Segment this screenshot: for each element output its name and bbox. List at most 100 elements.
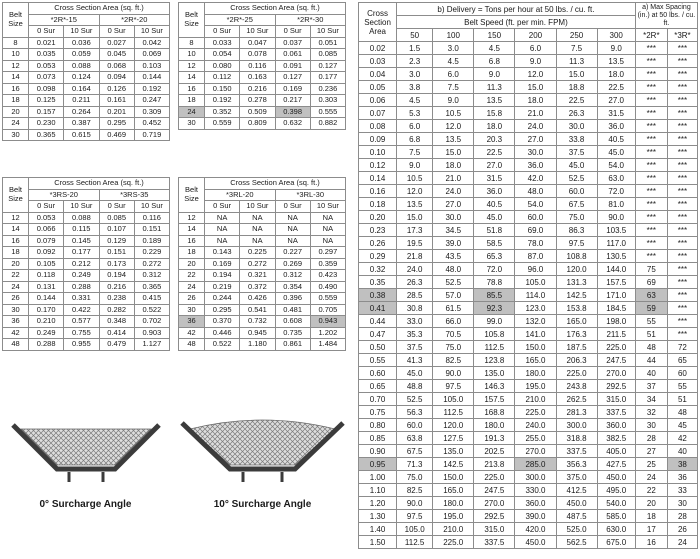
table-row: 0.32 24.0 48.0 72.0 96.0 120.0 144.0 75 *** (357, 262, 699, 277)
speed-col-header: 250 (555, 28, 598, 43)
table-cell: 120.0 (555, 262, 598, 277)
table-cell: *** (666, 314, 699, 329)
table-cell: 112.5 (432, 405, 475, 420)
table-cell: 30.0 (432, 210, 475, 225)
table-cell: 270.0 (514, 444, 557, 459)
table-cell: 0.219 (203, 280, 241, 293)
table-cell: 30 (178, 117, 205, 130)
table-cell: 150.0 (432, 470, 475, 485)
table-cell: 12 (178, 211, 205, 224)
table-cell: *** (666, 106, 699, 121)
table-cell: 405.0 (596, 444, 636, 459)
table-cell: 22.5 (596, 80, 636, 95)
table-cell: 114.0 (514, 288, 557, 303)
table-title: Cross Section Area (sq. ft.) (204, 2, 346, 15)
table-row: 0.60 45.0 90.0 135.0 180.0 225.0 270.0 40 60 (357, 366, 699, 381)
table-cell: 0.882 (309, 117, 347, 130)
table-row: 18 0.125 0.211 0.161 0.247 (2, 94, 171, 107)
table-cell: 198.0 (596, 314, 636, 329)
table-cell: 420.0 (514, 522, 557, 537)
table-cell: 176.3 (555, 327, 598, 342)
table-cell: *** (634, 249, 668, 264)
cross-section-table-3rl: Belt Size Cross Section Area (sq. ft.) *… (178, 177, 347, 351)
table-cell: 337.5 (555, 444, 598, 459)
table-row: 0.08 6.0 12.0 18.0 24.0 30.0 36.0 *** *** (357, 119, 699, 134)
table-cell: 8 (2, 36, 29, 49)
table-cell: 24.0 (514, 119, 557, 134)
delivery-header: b) Delivery = Tons per hour at 50 lbs. /… (396, 1, 636, 17)
table-cell: 0.269 (274, 257, 311, 270)
table-cell: *** (634, 223, 668, 238)
table-cell: 0.054 (203, 48, 241, 61)
table-cell: 0.577 (63, 315, 100, 328)
table-cell: 127.5 (432, 431, 475, 446)
table-cell: 247.5 (473, 483, 516, 498)
table-row: 24 0.219 0.372 0.354 0.490 (178, 280, 347, 293)
table-cell: 37.5 (396, 340, 434, 355)
table-cell: 87.0 (514, 249, 557, 264)
table-cell: 0.278 (239, 94, 276, 107)
speed-col-header: 150 (473, 28, 516, 43)
table-row: 22 0.194 0.321 0.312 0.423 (178, 269, 347, 282)
table-cell: 0.053 (27, 59, 65, 72)
table-row: 0.29 21.8 43.5 65.3 87.0 108.8 130.5 *** *** (357, 249, 699, 264)
table-cell: 0.03 (357, 54, 398, 69)
group-header: *3RS-35 (98, 188, 170, 201)
table-cell: 69.0 (514, 223, 557, 238)
table-cell: 26 (666, 522, 699, 537)
table-cell: 585.0 (596, 509, 636, 524)
table-cell: 525.0 (555, 522, 598, 537)
table-cell: 18.0 (432, 158, 475, 173)
table-cell: 24.0 (396, 262, 434, 277)
table-cell: 13.5 (473, 93, 516, 108)
table-cell: *** (666, 223, 699, 238)
speed-col-header: 300 (596, 28, 636, 43)
table-cell: 171.0 (596, 288, 636, 303)
table-cell: 12.0 (514, 67, 557, 82)
table-cell: 28 (634, 431, 668, 446)
cross-section-tables-row-2: Belt Size Cross Section Area (sq. ft.) *… (2, 177, 347, 351)
table-cell: 45 (666, 418, 699, 433)
table-cell: 4.5 (473, 41, 516, 56)
table-cell: *** (634, 210, 668, 225)
table-cell: 97.5 (396, 509, 434, 524)
table-cell: 0.085 (98, 211, 135, 224)
table-cell: 19.5 (396, 236, 434, 251)
table-cell: 30 (2, 128, 29, 141)
table-cell: 10 (178, 48, 205, 61)
table-cell: 26 (2, 292, 29, 305)
table-row: 48 0.522 1.180 0.861 1.484 (178, 338, 347, 351)
table-row: 30 0.365 0.615 0.469 0.719 (2, 128, 171, 141)
table-cell: 0.422 (63, 303, 100, 316)
table-cell: 225.0 (514, 405, 557, 420)
table-cell: 0.295 (98, 117, 135, 130)
table-row: 0.38 28.5 57.0 85.5 114.0 142.5 171.0 63 *** (357, 288, 699, 303)
table-cell: 0.414 (98, 326, 135, 339)
table-cell: 21.8 (396, 249, 434, 264)
table-cell: 0.10 (357, 145, 398, 160)
table-cell: 105.0 (432, 392, 475, 407)
table-row: 0.09 6.8 13.5 20.3 27.0 33.8 40.5 *** *** (357, 132, 699, 147)
table-row: 18 0.092 0.177 0.151 0.229 (2, 246, 171, 259)
table-cell: *** (666, 275, 699, 290)
table-cell: 270.0 (473, 496, 516, 511)
table-cell: 142.5 (555, 288, 598, 303)
table-row: 0.65 48.8 97.5 146.3 195.0 243.8 292.5 37 55 (357, 379, 699, 394)
table-cell: NA (309, 234, 347, 247)
table-row: 0.85 63.8 127.5 191.3 255.0 318.8 382.5 28 42 (357, 431, 699, 446)
table-cell: 0.169 (274, 82, 311, 95)
table-cell: 105.0 (514, 275, 557, 290)
table-cell: 39.0 (432, 236, 475, 251)
table-row: 48 0.288 0.955 0.479 1.127 (2, 338, 171, 351)
table-cell: 1.00 (357, 470, 398, 485)
table-cell: 0.370 (203, 315, 241, 328)
table-cell: 72 (666, 340, 699, 355)
table-cell: 131.3 (555, 275, 598, 290)
table-cell: 37 (634, 379, 668, 394)
table-row: 0.26 19.5 39.0 58.5 78.0 97.5 117.0 *** *** (357, 236, 699, 251)
table-cell: 9.0 (432, 93, 475, 108)
table-cell: 55 (634, 314, 668, 329)
surcharge-diagrams-row: 0° Surcharge Angle 10° Surcharge Angle (2, 399, 346, 510)
table-cell: 31.5 (473, 171, 516, 186)
table-row: 14 NA NA NA NA (178, 223, 347, 236)
